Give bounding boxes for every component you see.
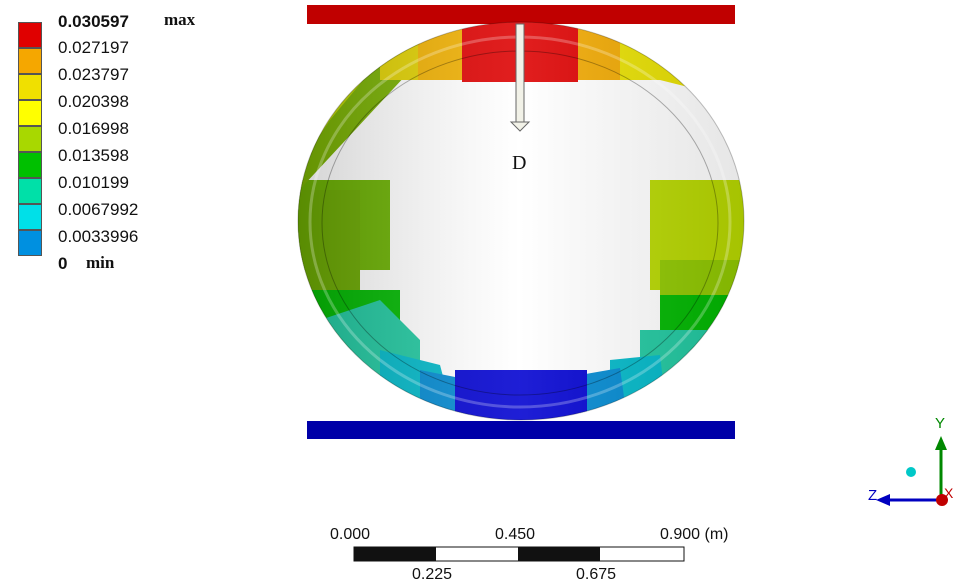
scale-label-675: 0.675 bbox=[576, 566, 617, 583]
legend-value-5: 0.013598 bbox=[58, 146, 129, 165]
scale-label-900: 0.900 (m) bbox=[660, 526, 729, 543]
triad-x-label: X bbox=[944, 485, 953, 501]
axis-triad bbox=[876, 436, 948, 506]
legend-swatch-8 bbox=[18, 230, 42, 256]
legend-swatch-3 bbox=[18, 100, 42, 126]
triad-z-label: Z bbox=[868, 487, 877, 504]
legend-swatch-0 bbox=[18, 22, 42, 48]
legend-value-6: 0.010199 bbox=[58, 173, 129, 192]
legend-swatch-2 bbox=[18, 74, 42, 100]
legend-value-1: 0.027197 bbox=[58, 38, 129, 57]
legend-value-0: 0.030597 bbox=[58, 12, 129, 31]
legend-swatch-7 bbox=[18, 204, 42, 230]
load-label: D bbox=[512, 152, 526, 174]
legend-value-9: 0 bbox=[58, 254, 68, 273]
legend-swatch-1 bbox=[18, 48, 42, 74]
scale-label-0: 0.000 bbox=[330, 526, 371, 543]
contour-legend: 0.030597 0.027197 0.023797 0.020398 0.01… bbox=[0, 0, 230, 280]
load-arrow-icon bbox=[509, 23, 531, 132]
legend-value-7: 0.0067992 bbox=[58, 200, 139, 219]
legend-min-tag: min bbox=[86, 253, 115, 272]
triad-y-label: Y bbox=[935, 415, 945, 432]
legend-swatch-4 bbox=[18, 126, 42, 152]
scale-label-450: 0.450 bbox=[495, 526, 536, 543]
legend-value-8: 0.0033996 bbox=[58, 227, 139, 246]
legend-max-tag: max bbox=[164, 10, 196, 29]
scale-bar bbox=[353, 546, 685, 562]
legend-value-4: 0.016998 bbox=[58, 119, 129, 138]
legend-swatch-6 bbox=[18, 178, 42, 204]
legend-swatch-5 bbox=[18, 152, 42, 178]
bottom-plate bbox=[307, 421, 735, 439]
legend-value-3: 0.020398 bbox=[58, 92, 129, 111]
legend-value-2: 0.023797 bbox=[58, 65, 129, 84]
scale-label-225: 0.225 bbox=[412, 566, 453, 583]
top-plate bbox=[307, 5, 735, 24]
